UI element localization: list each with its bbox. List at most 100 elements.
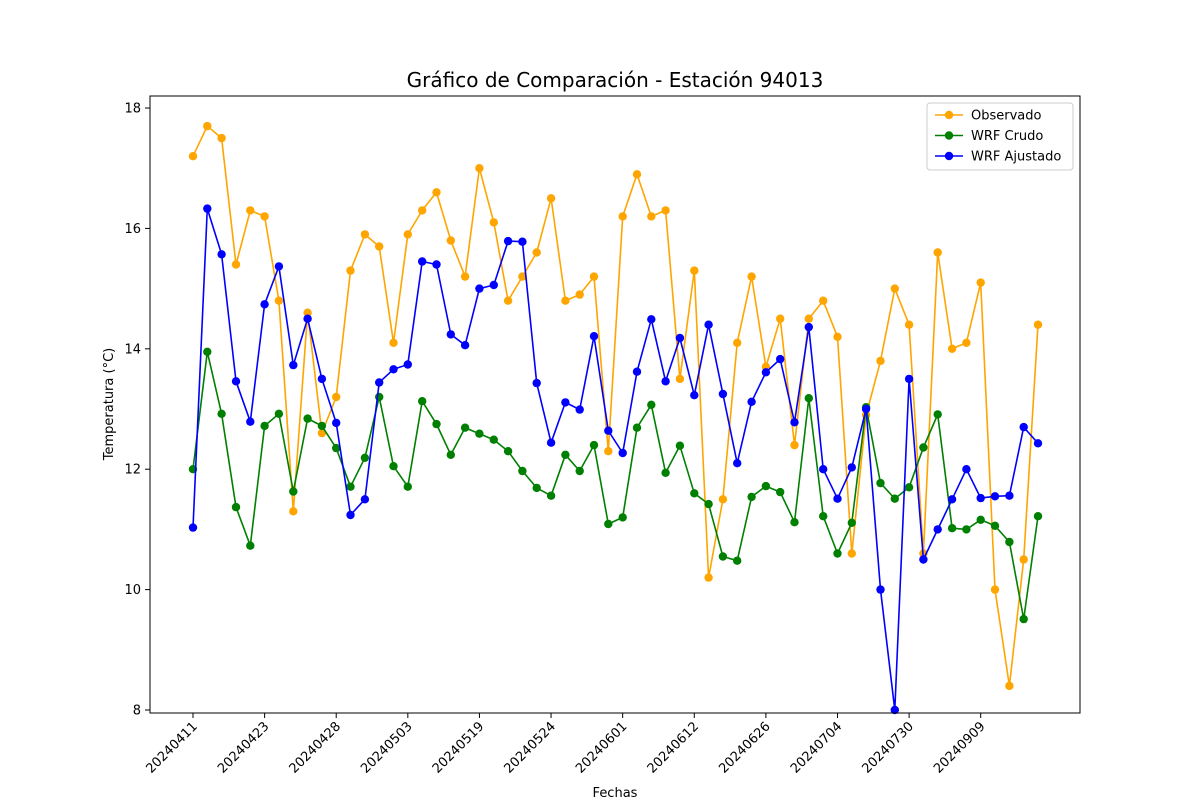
data-point	[332, 392, 341, 402]
data-point	[1019, 614, 1028, 624]
data-point	[575, 405, 584, 414]
data-point	[188, 523, 198, 532]
data-point	[575, 466, 584, 476]
data-point	[246, 541, 255, 550]
data-point	[718, 389, 728, 399]
data-point	[1033, 439, 1043, 448]
data-point	[332, 443, 341, 453]
data-point	[690, 266, 699, 275]
data-point	[546, 438, 556, 447]
data-point	[647, 315, 656, 324]
data-point	[733, 556, 742, 565]
data-point	[274, 409, 284, 418]
data-point	[246, 206, 255, 215]
data-point	[976, 515, 985, 524]
data-point	[1005, 537, 1014, 547]
data-point	[761, 368, 771, 377]
legend-marker	[944, 110, 954, 120]
data-point	[804, 322, 813, 332]
data-point	[317, 428, 327, 438]
data-point	[289, 360, 298, 370]
data-point	[360, 453, 370, 462]
data-point	[589, 440, 599, 450]
data-point	[933, 410, 942, 419]
data-point	[589, 332, 599, 341]
data-point	[704, 499, 713, 509]
data-point	[733, 459, 742, 468]
data-point	[890, 284, 899, 293]
data-point	[246, 417, 255, 426]
data-point	[346, 510, 355, 520]
data-point	[546, 194, 556, 203]
data-point	[460, 341, 470, 350]
data-point	[460, 272, 470, 281]
data-point	[990, 492, 1000, 501]
series-1	[188, 347, 1043, 624]
data-point	[990, 585, 1000, 594]
data-point	[203, 204, 212, 213]
data-point	[503, 296, 513, 305]
data-point	[747, 272, 756, 281]
data-point	[1005, 491, 1014, 500]
data-point	[618, 212, 627, 221]
y-tick-label: 8	[133, 703, 141, 718]
data-point	[962, 525, 971, 534]
data-point	[833, 494, 842, 503]
data-point	[990, 521, 1000, 530]
data-point	[274, 262, 284, 271]
data-point	[518, 466, 527, 476]
data-point	[661, 206, 670, 215]
data-point	[475, 164, 484, 173]
data-point	[446, 330, 455, 339]
data-point	[260, 421, 269, 431]
data-point	[317, 421, 327, 431]
y-tick-label: 10	[124, 583, 141, 598]
data-point	[518, 237, 527, 246]
series-line-2	[192, 207, 1039, 711]
data-point	[475, 284, 484, 293]
data-point	[847, 518, 856, 527]
data-point	[217, 133, 226, 143]
legend-marker	[944, 151, 954, 161]
data-point	[632, 367, 642, 376]
data-point	[647, 212, 656, 221]
legend-entry-1: WRF Crudo	[935, 129, 1043, 144]
data-point	[776, 354, 785, 364]
legend-entry-0: Observado	[935, 109, 1042, 124]
data-point	[604, 447, 613, 456]
data-point	[962, 465, 971, 474]
legend-label: WRF Ajustado	[971, 150, 1061, 165]
data-point	[203, 347, 212, 356]
data-point	[919, 443, 928, 452]
data-point	[418, 206, 427, 215]
data-point	[575, 290, 584, 299]
data-point	[790, 418, 799, 427]
data-point	[804, 394, 813, 403]
data-point	[418, 257, 427, 266]
chart-title: Gráfico de Comparación - Estación 94013	[407, 68, 824, 92]
data-point	[303, 308, 312, 317]
data-point	[833, 332, 842, 341]
plot-layer	[188, 121, 1043, 715]
data-point	[861, 404, 871, 414]
data-point	[1033, 512, 1043, 521]
data-point	[890, 705, 899, 715]
data-point	[188, 152, 198, 161]
data-point	[432, 188, 441, 197]
data-point	[561, 398, 570, 407]
data-point	[403, 230, 412, 239]
data-point	[389, 462, 398, 471]
data-point	[632, 423, 642, 432]
data-point	[1019, 422, 1028, 432]
data-point	[231, 377, 241, 386]
data-point	[260, 212, 269, 221]
data-point	[532, 483, 541, 493]
data-point	[403, 360, 412, 369]
data-point	[747, 492, 756, 502]
data-point	[604, 426, 613, 435]
data-point	[303, 314, 312, 323]
data-point	[289, 487, 298, 496]
data-point	[962, 338, 971, 347]
data-point	[360, 495, 370, 504]
data-point	[446, 236, 455, 245]
